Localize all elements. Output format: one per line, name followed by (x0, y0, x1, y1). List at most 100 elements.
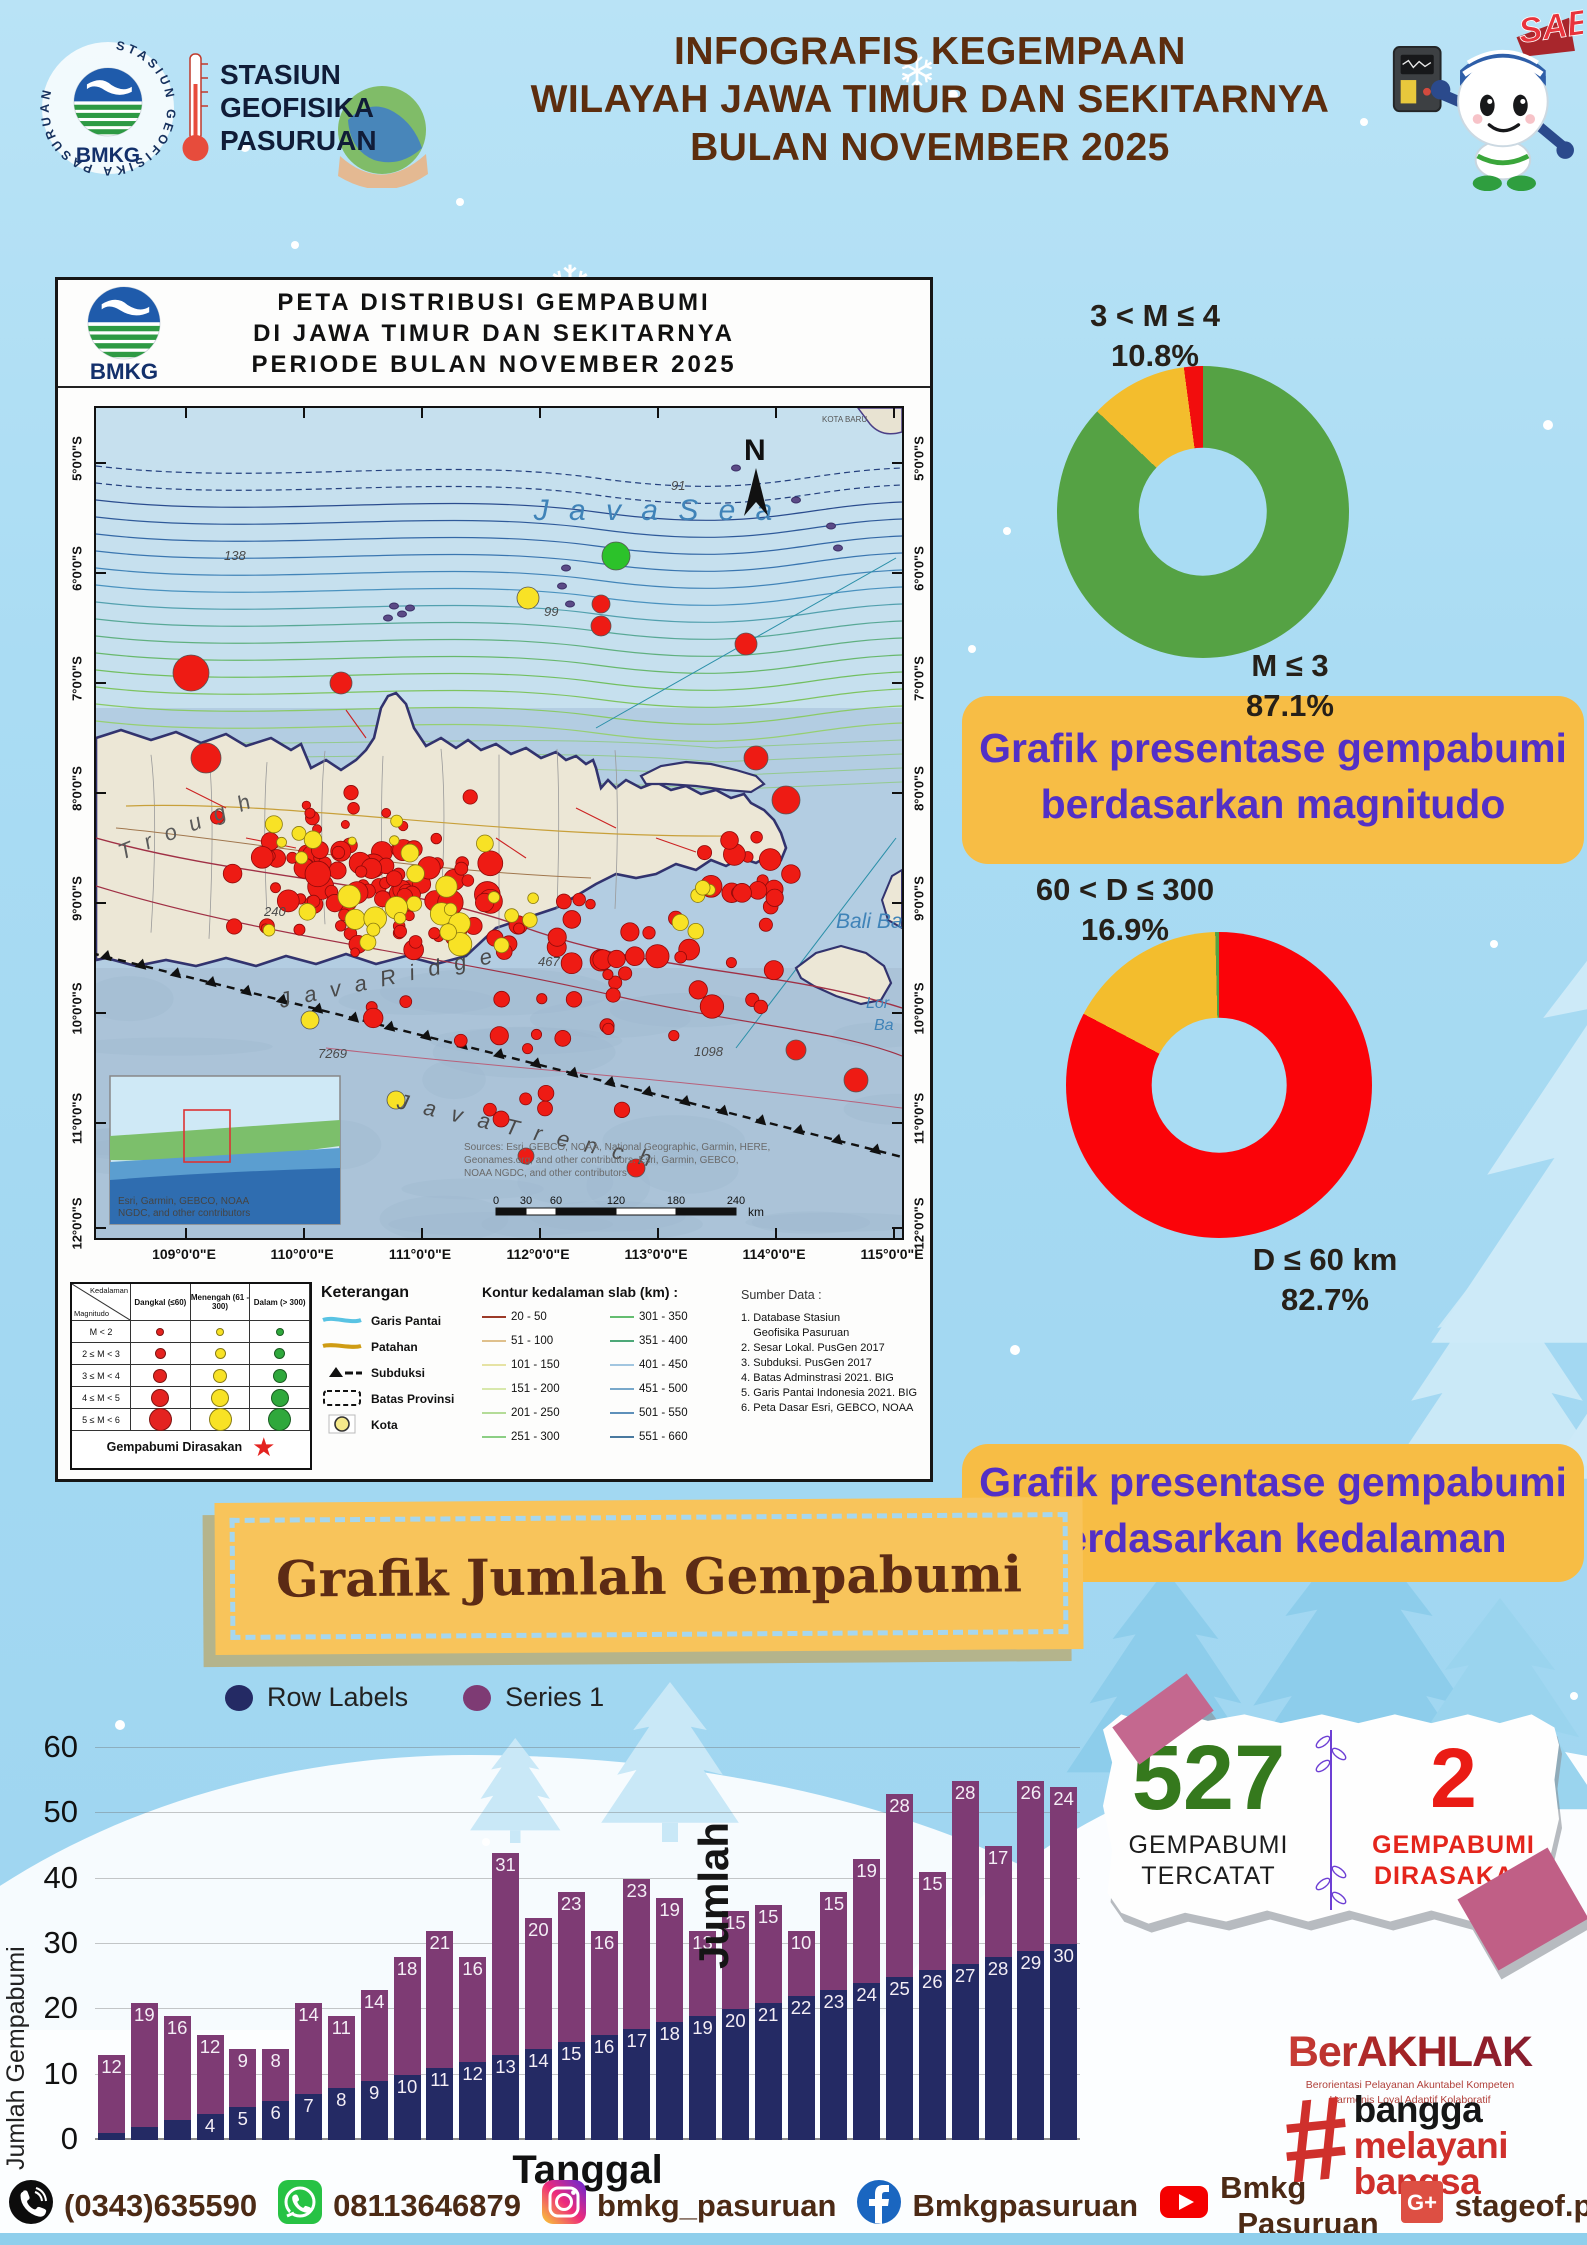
footer-contact-whatsapp[interactable]: 08113646879 (277, 2179, 521, 2233)
youtube-icon[interactable] (1158, 2179, 1210, 2233)
berakhlak-title: BerAKHLAK (1245, 2028, 1575, 2077)
bar-segment-series1: 14 (360, 1989, 388, 2082)
keterangan-item: Garis Pantai (321, 1308, 473, 1334)
youtube-handle[interactable]: Bmkg _Pasuruan (1220, 2169, 1379, 2241)
whatsapp-icon[interactable] (277, 2179, 323, 2233)
svg-text:Geonames.org, and other contri: Geonames.org, and other contributors. Es… (464, 1155, 739, 1166)
map-title-line1: PETA DISTRIBUSI GEMPABUMI (277, 288, 711, 316)
facebook-handle[interactable]: Bmkgpasuruan (912, 2187, 1139, 2223)
kontur-color-swatch (610, 1387, 634, 1391)
inner-axis-label: Jumlah (690, 1821, 737, 1969)
kontur-item: 501 - 550 (610, 1401, 732, 1425)
lat-label: 10°0'0"S (911, 982, 927, 1035)
bar-day-7: 7 14 (295, 2002, 322, 2140)
svg-text:Lor: Lor (866, 995, 890, 1012)
keterangan-title: Keterangan (321, 1284, 410, 1301)
mag-col-header: Dangkal (≤60) (131, 1284, 191, 1320)
phone-icon[interactable] (8, 2179, 54, 2233)
bar-segment-rowlabels (163, 2120, 191, 2140)
lat-label: 6°0'0"S (69, 546, 85, 591)
stat-recorded: 527 GEMPABUMI TERCATAT (1103, 1712, 1314, 1923)
bar-segment-rowlabels: 7 (295, 2094, 322, 2140)
svg-text:STASIUN: STASIUN (220, 59, 341, 90)
kontur-color-swatch (610, 1435, 634, 1439)
whatsapp-handle[interactable]: 08113646879 (333, 2187, 521, 2223)
footer-contact-youtube[interactable]: Bmkg _Pasuruan (1158, 2170, 1379, 2242)
bar-day-25: 25 28 (886, 1793, 913, 2140)
svg-text:240: 240 (727, 1195, 745, 1207)
lat-label: 7°0'0"S (69, 656, 85, 701)
label-d-60km: D ≤ 60 km (1252, 1242, 1398, 1277)
kontur-item: 451 - 500 (610, 1377, 732, 1401)
snow-dot (948, 90, 958, 100)
bar-segment-rowlabels: 23 (820, 1989, 848, 2140)
bar-day-11: 11 21 (426, 1930, 454, 2140)
kontur-color-swatch (482, 1363, 506, 1367)
bar-segment-series1: 15 (820, 1891, 848, 1990)
facebook-icon[interactable] (856, 2179, 902, 2233)
city-swatch-icon (321, 1414, 363, 1437)
map-title-line2: DI JAWA TIMUR DAN SEKITARNYA (253, 319, 735, 347)
berakhlak-sub1: Berorientasi Pelayanan Akuntabel Kompete… (1305, 2079, 1515, 2091)
svg-text:KOTA BARU: KOTA BARU (822, 415, 867, 424)
bar-day-10: 10 18 (393, 1957, 421, 2140)
snow-dot (1543, 420, 1553, 430)
svg-text:1098: 1098 (694, 1044, 724, 1059)
mag-col-header: Dalam (> 300) (250, 1284, 311, 1320)
bar-day-23: 23 15 (820, 1891, 848, 2140)
bar-segment-series1: 11 (327, 2015, 355, 2088)
snow-dot (1570, 1692, 1578, 1700)
keterangan-item: Patahan (321, 1334, 473, 1360)
stats-card: 527 GEMPABUMI TERCATAT 2 GEMPABUMI (1103, 1673, 1587, 1971)
bar-day-20: 20 15 (721, 1911, 749, 2140)
footer-contact-facebook[interactable]: Bmkgpasuruan (856, 2179, 1138, 2233)
snow-dot (482, 1838, 490, 1846)
bar-segment-rowlabels (98, 2133, 125, 2140)
kontur-item: 151 - 200 (482, 1377, 604, 1401)
lon-label: 110°0'0"E (270, 1246, 334, 1262)
snow-dot (291, 241, 299, 249)
bangga-melayani-bangsa-logo: # banggamelayanibangsa (1275, 2071, 1509, 2209)
svg-text:BMKG: BMKG (76, 144, 140, 167)
bar-segment-series1: 17 (984, 1846, 1012, 1958)
phone-handle[interactable]: (0343)635590 (64, 2187, 258, 2223)
gplus-icon[interactable]: G+ (1399, 2179, 1445, 2233)
svg-text:180: 180 (667, 1195, 685, 1207)
bar-chart-title-box: Grafik Jumlah Gempabumi (214, 1496, 1084, 1656)
svg-text:Esri, Garmin, GEBCO, NOAA: Esri, Garmin, GEBCO, NOAA (118, 1196, 249, 1207)
y-tick-label: 0 (60, 2121, 78, 2156)
page-title-line1: INFOGRAFIS KEGEMPAAN (674, 30, 1186, 73)
recorded-label-line2: TERCATAT (1141, 1862, 1276, 1890)
y-tick-label: 50 (43, 1794, 78, 1830)
keterangan-item: Batas Provinsi (321, 1386, 473, 1412)
kontur-title: Kontur kedalaman slab (km) : (482, 1284, 679, 1300)
keterangan-item: Subduksi (321, 1360, 473, 1386)
y-tick-label: 10 (43, 2055, 78, 2091)
bar-day-21: 21 15 (754, 1904, 782, 2140)
svg-text:SAE: SAE (1516, 8, 1583, 51)
magnitude-donut-label-small: M ≤ 3 87.1% (1160, 646, 1420, 726)
footer-contact-instagram[interactable]: bmkg_pasuruan (541, 2179, 836, 2233)
berakhlak-sub2: Harmonis Loyal Adaptif Kolaboratif (1329, 2094, 1491, 2106)
kontur-color-swatch (610, 1411, 634, 1415)
instagram-handle[interactable]: bmkg_pasuruan (597, 2187, 837, 2223)
footer-contact-gplus[interactable]: G+ stageof.pasuruan@bmkg.go.id (1399, 2179, 1587, 2233)
bar-day-29: 29 26 (1017, 1780, 1045, 2140)
bar-segment-rowlabels: 6 (262, 2100, 290, 2140)
bar-segment-rowlabels: 12 (459, 2061, 487, 2140)
y-tick-label: 40 (43, 1859, 78, 1895)
lat-label: 11°0'0"S (69, 1092, 85, 1145)
hashtag-word: bangga (1353, 2089, 1483, 2130)
footer-contact-phone[interactable]: (0343)635590 (8, 2179, 257, 2233)
gplus-handle[interactable]: stageof.pasuruan@bmkg.go.id (1454, 2187, 1587, 2223)
instagram-icon[interactable] (541, 2179, 587, 2233)
kontur-item: 201 - 250 (482, 1401, 604, 1425)
bar-day-22: 22 10 (787, 1930, 815, 2140)
stat-felt: 2 GEMPABUMI DIRASAKAN (1348, 1712, 1559, 1923)
svg-text:30: 30 (520, 1195, 532, 1207)
bar-segment-rowlabels: 30 (1050, 1944, 1078, 2140)
bar-segment-rowlabels: 5 (229, 2107, 257, 2140)
berakhlak-logo: BerAKHLAK Berorientasi Pelayanan Akuntab… (1245, 2028, 1575, 2107)
kontur-item: 301 - 350 (610, 1305, 732, 1329)
